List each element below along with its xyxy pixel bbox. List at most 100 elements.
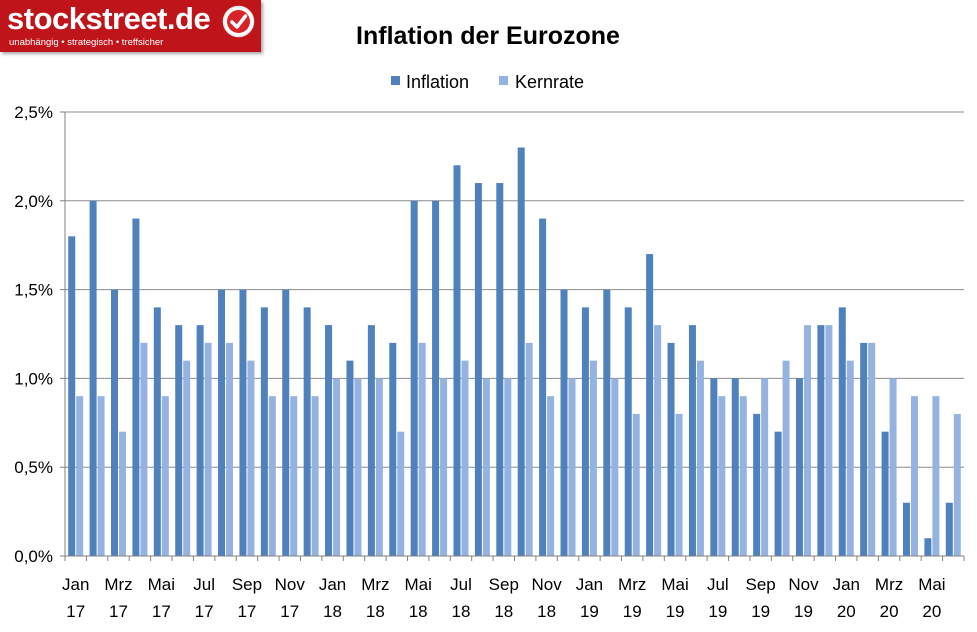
bar-kernrate: [525, 342, 533, 556]
bar-inflation: [432, 200, 440, 557]
x-tick-label-year: 18: [409, 602, 428, 621]
x-tick-label-year: 20: [922, 602, 941, 621]
x-tick-label-year: 19: [666, 602, 685, 621]
bar-inflation: [624, 307, 632, 556]
bar-inflation: [496, 183, 504, 557]
x-tick-label-year: 19: [580, 602, 599, 621]
y-tick-labels: 0,0% 0,5% 1,0% 1,5% 2,0% 2,5%: [14, 103, 53, 566]
bar-kernrate: [547, 396, 555, 556]
bar-inflation: [346, 360, 354, 556]
x-tick-label-month: Sep: [232, 575, 262, 594]
bar-kernrate: [311, 396, 319, 556]
x-tick-label-month: Sep: [746, 575, 776, 594]
bar-kernrate: [482, 378, 490, 556]
bar-kernrate: [247, 360, 255, 556]
x-tick-label-year: 20: [837, 602, 856, 621]
bar-kernrate: [76, 396, 84, 556]
bar-inflation: [646, 254, 654, 556]
bar-kernrate: [397, 431, 405, 556]
bar-kernrate: [183, 360, 191, 556]
x-tick-label-year: 18: [323, 602, 342, 621]
bar-kernrate: [333, 378, 341, 556]
x-tick-label-year: 19: [794, 602, 813, 621]
bar-kernrate: [568, 378, 576, 556]
legend: Inflation Kernrate: [391, 72, 584, 92]
bar-kernrate: [803, 325, 811, 556]
bar-inflation: [260, 307, 268, 556]
bar-kernrate: [632, 413, 640, 556]
x-tick-label-year: 19: [708, 602, 727, 621]
bar-inflation: [175, 325, 183, 556]
bar-inflation: [68, 236, 76, 556]
bar-kernrate: [696, 360, 704, 556]
bar-inflation: [325, 325, 333, 556]
bar-inflation: [474, 183, 482, 557]
bar-inflation: [838, 307, 846, 556]
y-tick-label: 1,5%: [14, 281, 53, 300]
x-tick-labels: Jan 17 Mrz 17 Mai 17 Jul 17 Sep 17 Nov 17 Jan 18 Mrz 18…: [62, 575, 946, 621]
bar-kernrate: [504, 378, 512, 556]
bar-kernrate: [932, 396, 940, 556]
legend-swatch-inflation: [391, 76, 400, 85]
bars: [68, 147, 961, 557]
bar-inflation: [517, 147, 525, 556]
x-tick-label-month: Nov: [275, 575, 306, 594]
bar-inflation: [688, 325, 696, 556]
x-tick-label-month: Nov: [531, 575, 562, 594]
x-tick-label-year: 19: [623, 602, 642, 621]
legend-label-inflation: Inflation: [406, 72, 469, 92]
y-tick-label: 0,5%: [14, 458, 53, 477]
bar-inflation: [667, 342, 675, 556]
axes: [60, 111, 965, 561]
bar-inflation: [303, 307, 311, 556]
bar-inflation: [731, 378, 739, 556]
x-tick-label-month: Mai: [918, 575, 945, 594]
bar-kernrate: [675, 413, 683, 556]
legend-swatch-kernrate: [499, 76, 508, 85]
x-tick-label-month: Mrz: [618, 575, 646, 594]
x-tick-label-month: Jan: [319, 575, 346, 594]
bar-kernrate: [739, 396, 747, 556]
bar-kernrate: [611, 378, 619, 556]
bar-inflation: [945, 502, 953, 556]
x-tick-label-year: 20: [880, 602, 899, 621]
bar-inflation: [710, 378, 718, 556]
bar-kernrate: [654, 325, 662, 556]
checkmark-badge-icon: [222, 5, 255, 38]
bar-inflation: [132, 218, 140, 556]
x-tick-label-year: 17: [280, 602, 299, 621]
bar-kernrate: [825, 325, 833, 556]
bar-inflation: [603, 289, 611, 556]
bar-kernrate: [140, 342, 148, 556]
logo-tagline: unabhängig • strategisch • treffsicher: [9, 37, 164, 48]
x-tick-label-month: Mai: [661, 575, 688, 594]
bar-inflation: [539, 218, 547, 556]
bar-inflation: [881, 431, 889, 556]
x-tick-label-month: Sep: [489, 575, 519, 594]
bar-inflation: [860, 342, 868, 556]
x-tick-label-year: 18: [366, 602, 385, 621]
x-tick-label-year: 18: [537, 602, 556, 621]
x-tick-label-year: 17: [195, 602, 214, 621]
bar-kernrate: [119, 431, 127, 556]
x-tick-label-year: 17: [109, 602, 128, 621]
bar-inflation: [774, 431, 782, 556]
y-tick-label: 2,5%: [14, 103, 53, 122]
x-tick-label-year: 17: [66, 602, 85, 621]
bar-kernrate: [846, 360, 854, 556]
x-tick-label-month: Mrz: [104, 575, 132, 594]
x-tick-label-year: 18: [494, 602, 513, 621]
bar-inflation: [817, 325, 825, 556]
bar-inflation: [924, 538, 932, 556]
bar-inflation: [902, 502, 910, 556]
bar-inflation: [282, 289, 290, 556]
bar-inflation: [367, 325, 375, 556]
bar-inflation: [795, 378, 803, 556]
bar-inflation: [239, 289, 247, 556]
x-tick-label-month: Mai: [148, 575, 175, 594]
bar-kernrate: [418, 342, 426, 556]
bar-inflation: [389, 342, 397, 556]
bar-kernrate: [889, 378, 897, 556]
x-tick-label-month: Jul: [450, 575, 472, 594]
